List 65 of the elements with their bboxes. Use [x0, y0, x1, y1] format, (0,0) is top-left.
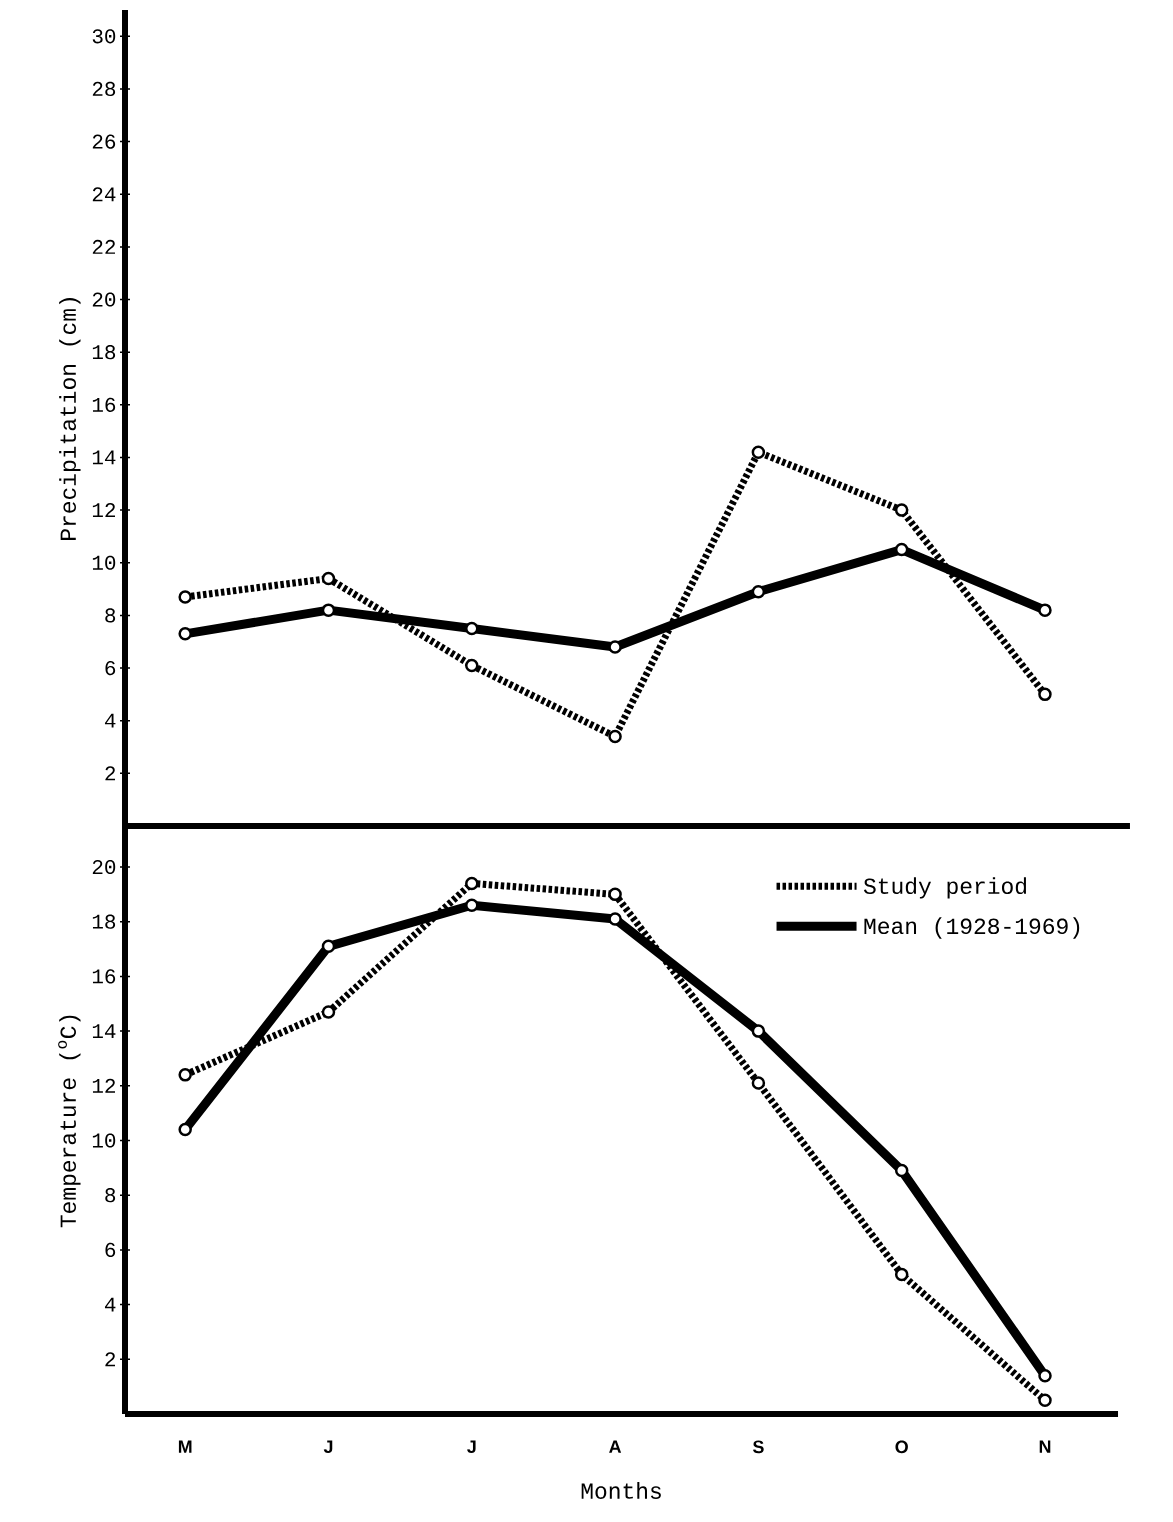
point	[608, 887, 622, 902]
point	[608, 912, 622, 926]
y-tick-label: 12	[92, 1078, 115, 1093]
x-tick-label: S	[752, 1440, 764, 1454]
x-tick-label: N	[1039, 1440, 1051, 1453]
point	[465, 898, 479, 913]
point	[608, 640, 622, 654]
legend-label: Mean (1928-1969)	[864, 917, 1080, 939]
y-tick-label: 28	[92, 81, 116, 97]
point	[894, 542, 909, 557]
y-tick-label: 16	[92, 969, 116, 984]
point	[178, 590, 192, 604]
y-tick-label: 8	[105, 608, 116, 623]
y-tick-label: 18	[92, 345, 116, 360]
y-tick-label: 20	[92, 859, 116, 875]
point	[321, 603, 336, 617]
point	[608, 729, 622, 744]
y-tick-label: 6	[105, 660, 116, 676]
point	[321, 1005, 336, 1019]
y-tick-label: 18	[92, 914, 116, 929]
x-tick-label: A	[609, 1440, 622, 1453]
point	[321, 571, 336, 586]
y-tick-label: 30	[92, 29, 116, 44]
y-tick-label: 4	[104, 1297, 116, 1312]
point	[751, 584, 766, 599]
y-tick-label: 16	[92, 397, 116, 412]
y-tick-label: 22	[92, 239, 115, 254]
point	[894, 1163, 909, 1178]
y-tick-label: 10	[92, 1133, 116, 1148]
point	[321, 939, 336, 954]
point	[178, 627, 192, 641]
point	[1038, 603, 1052, 617]
y-tick-label: 12	[92, 503, 115, 518]
point	[465, 876, 479, 891]
point	[178, 1122, 192, 1137]
point	[178, 1068, 192, 1082]
y-axis-title: Temperature ($^{o}$C)	[58, 1015, 81, 1228]
y-tick-label: 10	[92, 555, 116, 570]
point	[894, 503, 909, 517]
point	[751, 1076, 766, 1090]
x-tick-label: J	[323, 1440, 333, 1454]
y-tick-label: 8	[105, 1188, 116, 1203]
x-axis-title: Months	[581, 1482, 661, 1499]
y-tick-label: 2	[105, 1352, 115, 1367]
y-tick-label: 20	[92, 292, 116, 307]
x-tick-label: O	[895, 1440, 908, 1454]
x-tick-label: M	[178, 1440, 192, 1453]
y-tick-label: 2	[105, 766, 115, 781]
point	[465, 621, 479, 636]
y-tick-label: 6	[105, 1242, 116, 1257]
y-tick-label: 4	[104, 713, 116, 728]
y-tick-label: 14	[92, 1024, 116, 1038]
y-tick-label: 26	[92, 134, 116, 149]
point	[1038, 1393, 1052, 1408]
point	[1038, 687, 1052, 702]
y-tick-label: 24	[92, 187, 116, 202]
point	[751, 445, 766, 459]
legend-label: Study period	[863, 877, 1026, 899]
point	[1038, 1368, 1052, 1383]
point	[751, 1024, 766, 1038]
point	[894, 1267, 909, 1282]
y-tick-label: 14	[92, 450, 116, 465]
y-axis-title: Precipitation (cm)	[59, 298, 81, 540]
x-tick-label: J	[467, 1440, 476, 1454]
point	[465, 658, 479, 673]
